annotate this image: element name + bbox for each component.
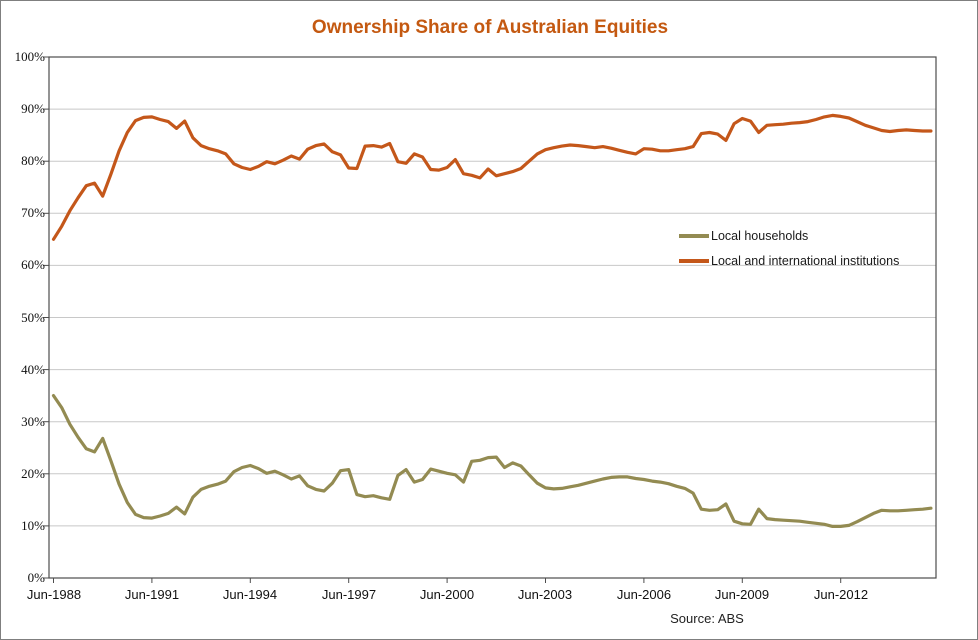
chart-title: Ownership Share of Australian Equities bbox=[311, 17, 669, 38]
y-tick-label: 0% bbox=[27, 570, 45, 585]
x-tick-label: Jun-1994 bbox=[222, 587, 278, 602]
legend-label-institutions: Local and international institutions bbox=[711, 253, 900, 268]
legend-item-households: Local households bbox=[679, 223, 899, 248]
legend: Local households Local and international… bbox=[679, 223, 899, 273]
x-tick-label: Jun-2000 bbox=[419, 587, 475, 602]
institutions-line-swatch bbox=[679, 258, 709, 263]
y-tick-label: 10% bbox=[21, 518, 45, 533]
x-tick-label: Jun-2006 bbox=[616, 587, 672, 602]
y-tick-label: 70% bbox=[21, 205, 45, 220]
x-tick-label: Jun-1997 bbox=[321, 587, 377, 602]
legend-label-households: Local households bbox=[711, 228, 809, 243]
y-tick-label: 20% bbox=[21, 466, 45, 481]
y-tick-label: 100% bbox=[14, 49, 45, 64]
x-tick-label: Jun-1988 bbox=[26, 587, 82, 602]
x-tick-label: Jun-2012 bbox=[813, 587, 869, 602]
y-tick-label: 50% bbox=[21, 310, 45, 325]
y-tick-label: 40% bbox=[21, 362, 45, 377]
y-tick-label: 90% bbox=[21, 101, 45, 116]
y-tick-label: 30% bbox=[21, 414, 45, 429]
source-note: Source: ABS bbox=[670, 611, 744, 626]
x-tick-label: Jun-2009 bbox=[714, 587, 770, 602]
y-tick-label: 60% bbox=[21, 257, 45, 272]
y-tick-label: 80% bbox=[21, 153, 45, 168]
legend-item-institutions: Local and international institutions bbox=[679, 248, 899, 273]
households-line-swatch bbox=[679, 233, 709, 238]
x-tick-label: Jun-1991 bbox=[124, 587, 180, 602]
x-tick-label: Jun-2003 bbox=[517, 587, 573, 602]
